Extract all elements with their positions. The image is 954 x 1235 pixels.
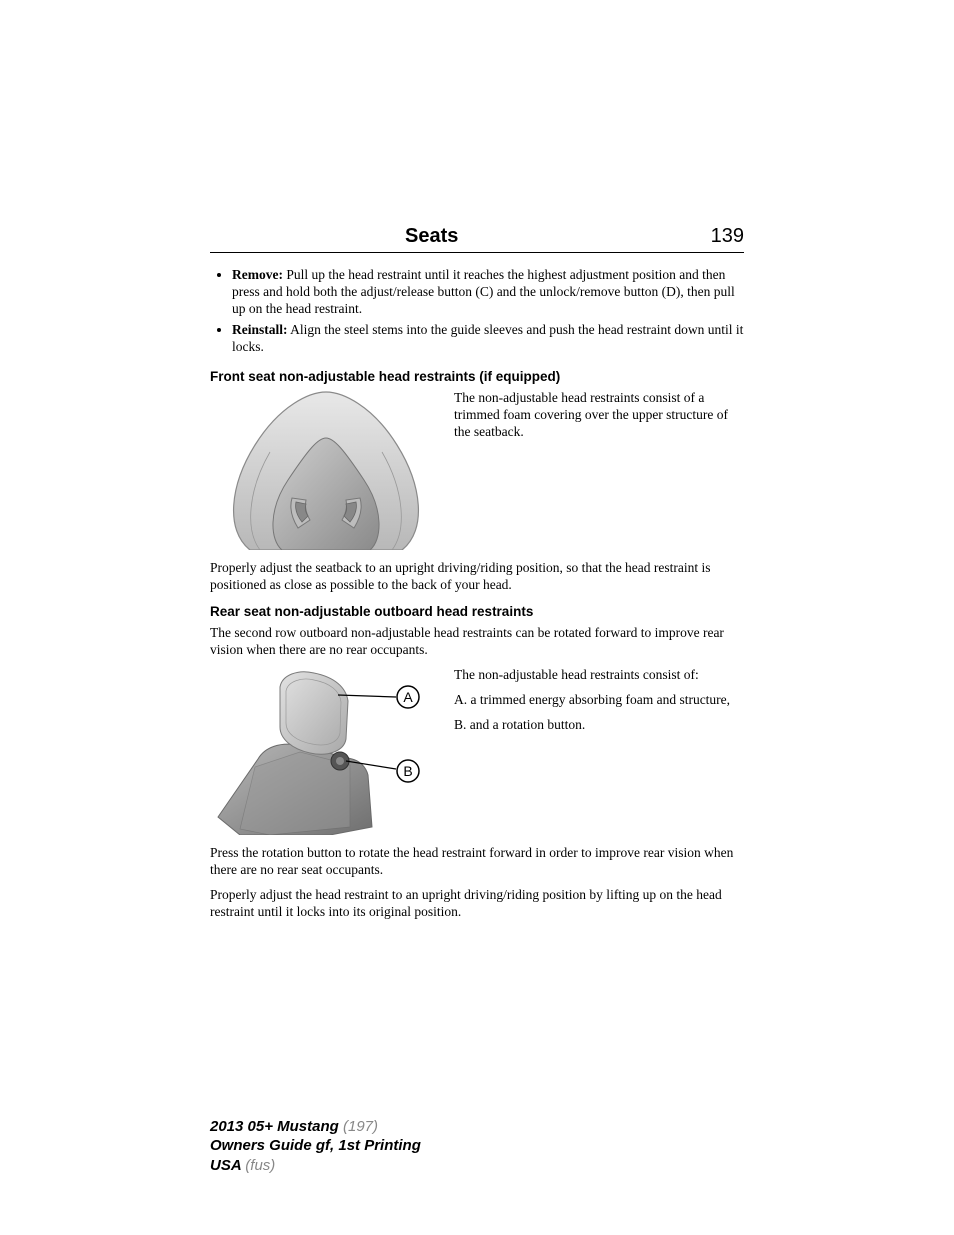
figure-caption-1: The non-adjustable head restraints consi… <box>454 390 744 550</box>
footer-code: (197) <box>343 1118 378 1135</box>
caption-text: The non-adjustable head restraints consi… <box>454 390 744 441</box>
footer-line: 2013 05+ Mustang (197) <box>210 1117 421 1137</box>
caption-item-b: B. and a rotation button. <box>454 717 744 734</box>
page-number: 139 <box>711 225 744 248</box>
bullet-label: Remove: <box>232 267 283 282</box>
figure-row-1: The non-adjustable head restraints consi… <box>210 390 744 550</box>
footer-code: (fus) <box>245 1157 275 1174</box>
footer-model: 2013 05+ Mustang <box>210 1118 343 1135</box>
body-paragraph: Properly adjust the seatback to an uprig… <box>210 560 744 594</box>
figure-row-2: A B The non-adjustable head restraints c… <box>210 667 744 835</box>
section-heading: Front seat non-adjustable head restraint… <box>210 369 744 384</box>
instruction-list: Remove: Pull up the head restraint until… <box>210 267 744 355</box>
figure-front-seat <box>210 390 442 550</box>
bullet-label: Reinstall: <box>232 322 288 337</box>
section-title: Seats <box>405 225 458 248</box>
page-header: Seats 139 <box>210 225 744 253</box>
section-heading: Rear seat non-adjustable outboard head r… <box>210 604 744 619</box>
caption-intro: The non-adjustable head restraints consi… <box>454 667 744 684</box>
list-item: Remove: Pull up the head restraint until… <box>232 267 744 318</box>
label-a: A <box>403 689 413 705</box>
figure-rear-seat: A B <box>210 667 442 835</box>
footer-region: USA <box>210 1157 245 1174</box>
list-item: Reinstall: Align the steel stems into th… <box>232 322 744 356</box>
footer-line: Owners Guide gf, 1st Printing <box>210 1136 421 1156</box>
bullet-text: Pull up the head restraint until it reac… <box>232 267 735 316</box>
body-paragraph: Press the rotation button to rotate the … <box>210 845 744 879</box>
footer-line: USA (fus) <box>210 1156 421 1176</box>
body-paragraph: The second row outboard non-adjustable h… <box>210 625 744 659</box>
label-b: B <box>403 763 412 779</box>
page-footer: 2013 05+ Mustang (197) Owners Guide gf, … <box>210 1117 421 1176</box>
caption-item-a: A. a trimmed energy absorbing foam and s… <box>454 692 744 709</box>
body-paragraph: Properly adjust the head restraint to an… <box>210 887 744 921</box>
figure-caption-2: The non-adjustable head restraints consi… <box>454 667 744 835</box>
bullet-text: Align the steel stems into the guide sle… <box>232 322 743 354</box>
